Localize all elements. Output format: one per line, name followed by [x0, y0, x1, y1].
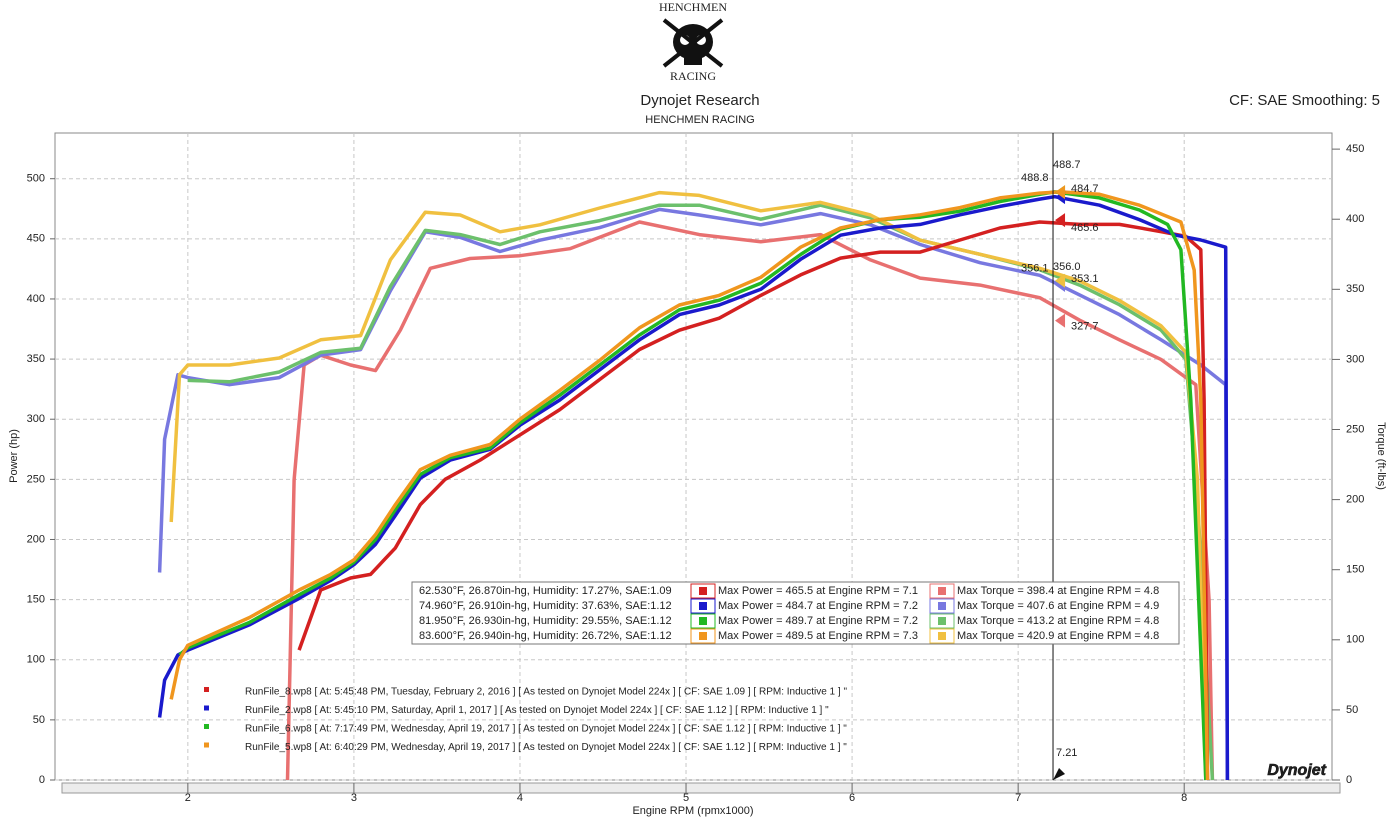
x-tick-label: 8: [1181, 792, 1187, 804]
logo-bottom: RACING: [670, 69, 716, 83]
y2-axis-label: Torque (ft-lbs): [1375, 422, 1387, 490]
info-swatch-dot: [938, 602, 946, 610]
line-series: [297, 220, 1210, 781]
info-max-torque: Max Torque = 398.4 at Engine RPM = 4.8: [957, 585, 1159, 597]
info-max-torque: Max Torque = 413.2 at Engine RPM = 4.8: [957, 615, 1159, 627]
y2-tick-label: 450: [1346, 143, 1364, 155]
info-conditions: 62.530°F, 26.870in-hg, Humidity: 17.27%,…: [419, 585, 672, 597]
y-tick-label: 350: [27, 353, 45, 365]
y-tick-label: 500: [27, 173, 45, 185]
info-swatch-dot: [938, 587, 946, 595]
y-axis-label: Power (hp): [8, 429, 20, 483]
file-entry: RunFile_5.wp8 [ At: 6:40:29 PM, Wednesda…: [245, 742, 847, 753]
file-entry: RunFile_8.wp8 [ At: 5:45:48 PM, Tuesday,…: [245, 687, 847, 698]
peak-label: 465.6: [1071, 222, 1099, 234]
x-axis-label: Engine RPM (rpmx1000): [632, 805, 753, 817]
line-series: [285, 220, 1215, 781]
cursor-arrow: [1053, 768, 1066, 780]
y2-tick-label: 150: [1346, 564, 1364, 576]
info-swatch-dot: [699, 587, 707, 595]
cursor-label: 7.21: [1056, 747, 1077, 759]
y2-tick-label: 50: [1346, 704, 1358, 716]
peak-arrow: [1055, 273, 1066, 288]
line-series: [169, 190, 1208, 781]
peak-label: 488.8: [1021, 172, 1049, 184]
info-conditions: 83.600°F, 26.940in-hg, Humidity: 26.72%,…: [419, 630, 672, 642]
y-tick-label: 100: [27, 654, 45, 666]
file-entry: RunFile_2.wp8 [ At: 5:45:10 PM, Saturday…: [245, 705, 829, 716]
title: Dynojet Research: [640, 92, 759, 109]
peak-arrow: [1055, 185, 1066, 200]
peak-label: 488.7: [1053, 159, 1081, 171]
y-tick-label: 0: [39, 774, 45, 786]
peak-label: 356.0: [1053, 261, 1081, 273]
info-max-power: Max Power = 489.5 at Engine RPM = 7.3: [718, 630, 918, 642]
y-tick-label: 450: [27, 233, 45, 245]
y-tick-label: 400: [27, 293, 45, 305]
peak-label: 484.7: [1071, 183, 1099, 195]
grid: [50, 133, 1340, 793]
x-axis-bar: [61, 782, 1341, 794]
y-tick-label: 150: [27, 594, 45, 606]
y-tick-label: 250: [27, 473, 45, 485]
info-swatch-dot: [699, 632, 707, 640]
y2-tick-label: 400: [1346, 213, 1364, 225]
info-max-torque: Max Torque = 407.6 at Engine RPM = 4.9: [957, 600, 1159, 612]
info-box: [411, 581, 1180, 645]
line-series: [157, 207, 1230, 781]
logo-rod: [662, 18, 724, 68]
file-swatch: [204, 705, 209, 711]
y2-tick-label: 300: [1346, 353, 1364, 365]
line-series: [169, 190, 1210, 781]
y-tick-label: 50: [33, 714, 45, 726]
x-tick-label: 2: [185, 792, 191, 804]
logo-jaw: [684, 55, 702, 65]
subtitle: HENCHMEN RACING: [645, 114, 754, 126]
info-swatch-dot: [699, 617, 707, 625]
y2-tick-label: 350: [1346, 283, 1364, 295]
peak-arrow: [1055, 213, 1066, 228]
x-tick-label: 6: [849, 792, 855, 804]
y-tick-label: 300: [27, 413, 45, 425]
peak-label: 353.1: [1071, 273, 1099, 285]
y-tick-label: 200: [27, 533, 45, 545]
line-series: [157, 194, 1230, 781]
info-max-power: Max Power = 465.5 at Engine RPM = 7.1: [718, 585, 918, 597]
line-series: [178, 190, 1208, 781]
x-tick-label: 3: [351, 792, 357, 804]
brand-logo: Dynojet: [1267, 762, 1326, 779]
x-tick-label: 5: [683, 792, 689, 804]
info-max-power: Max Power = 489.7 at Engine RPM = 7.2: [718, 615, 918, 627]
x-tick-label: 4: [517, 792, 523, 804]
file-swatch: [204, 742, 209, 748]
info-swatch-dot: [938, 617, 946, 625]
info-swatch-dot: [938, 632, 946, 640]
plot-frame: [54, 132, 1333, 781]
lines: [157, 190, 1230, 781]
info-max-power: Max Power = 484.7 at Engine RPM = 7.2: [718, 600, 918, 612]
file-swatch: [204, 724, 209, 729]
line-series: [187, 203, 1215, 781]
logo: HENCHMEN RACING: [659, 0, 727, 83]
info-conditions: 81.950°F, 26.930in-hg, Humidity: 29.55%,…: [419, 615, 672, 627]
info-max-torque: Max Torque = 420.9 at Engine RPM = 4.8: [957, 630, 1159, 642]
peak-label: 327.7: [1071, 320, 1099, 332]
settings: CF: SAE Smoothing: 5: [1229, 92, 1380, 109]
peak-arrow: [1055, 313, 1066, 328]
y2-tick-label: 100: [1346, 634, 1364, 646]
y2-tick-label: 200: [1346, 494, 1364, 506]
info-conditions: 74.960°F, 26.910in-hg, Humidity: 37.63%,…: [419, 600, 672, 612]
file-swatch: [204, 687, 209, 692]
file-entry: RunFile_6.wp8 [ At: 7:17:49 PM, Wednesda…: [245, 724, 847, 735]
logo-top: HENCHMEN: [659, 0, 727, 14]
info-swatch-dot: [699, 602, 707, 610]
y2-tick-label: 0: [1346, 774, 1352, 786]
peak-label: 356.1: [1021, 263, 1049, 275]
y2-tick-label: 250: [1346, 423, 1364, 435]
x-tick-label: 7: [1015, 792, 1021, 804]
